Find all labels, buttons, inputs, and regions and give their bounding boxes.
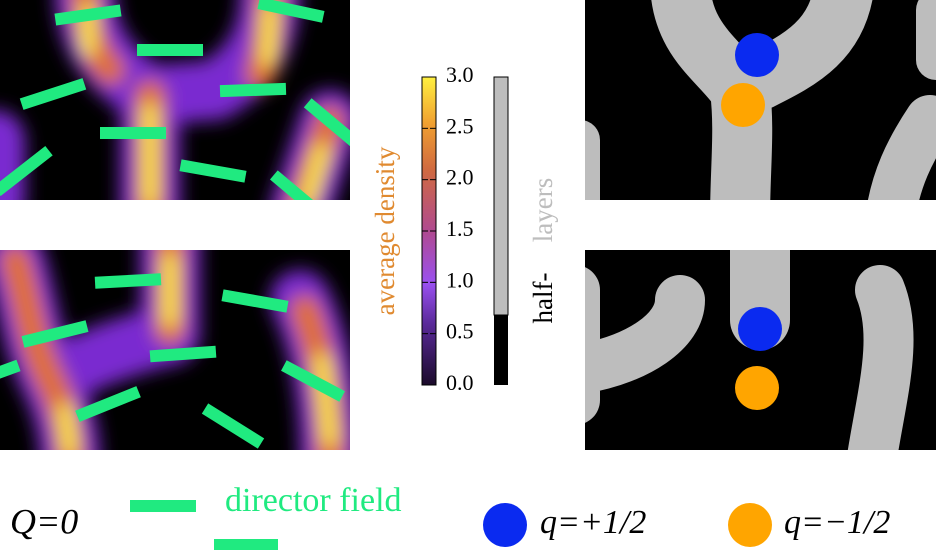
layers-map <box>585 0 936 200</box>
colorbar-label: average density <box>370 146 400 315</box>
colorbar-tick-label: 3.0 <box>446 62 474 87</box>
density-map <box>0 250 350 450</box>
layers-bar <box>493 76 509 316</box>
colorbar-ticks: 0.0 0.5 1.0 1.5 2.0 2.5 3.0 <box>422 62 474 395</box>
layers-map <box>585 250 936 450</box>
layers-label: half- <box>528 273 558 324</box>
legend-symbol <box>728 503 772 547</box>
layers-label: layers <box>528 178 558 242</box>
colorbar-tick-label: 0.0 <box>446 370 474 395</box>
colorbar-tick-label: 0.5 <box>446 319 474 344</box>
colorbar-tick-label: 2.5 <box>446 113 474 138</box>
legend-symbol <box>214 539 278 550</box>
legend-text: q=+1/2 <box>540 504 646 541</box>
colorbar-tick-label: 1.0 <box>446 267 474 292</box>
density-map <box>0 0 350 200</box>
layers-bar <box>494 315 508 385</box>
colorbar-tick-label: 2.0 <box>446 165 474 190</box>
legend-symbol <box>130 500 196 512</box>
legend-text: q=−1/2 <box>784 504 890 541</box>
legend-text: director field <box>225 482 402 519</box>
legend-text: Q=0 <box>10 501 78 541</box>
legend-symbol <box>483 503 527 547</box>
colorbar-tick-label: 1.5 <box>446 216 474 241</box>
